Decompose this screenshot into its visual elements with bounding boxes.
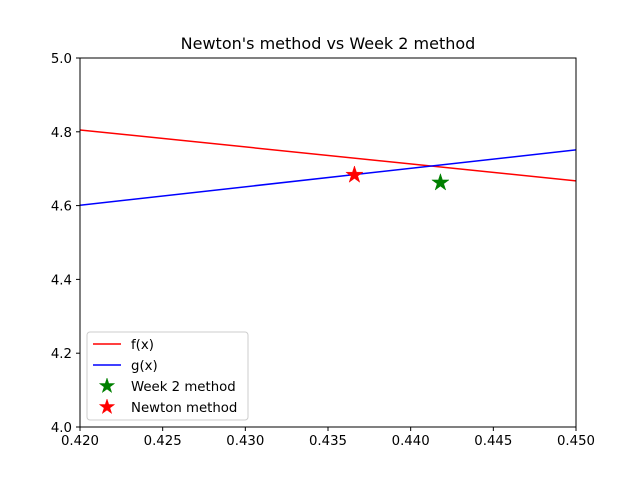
series-marker-2-0 [431,172,450,191]
data-group [80,129,576,206]
legend-star-swatch [98,398,116,415]
series-marker-3-0 [345,165,364,183]
y-tick-label: 4.4 [51,273,72,288]
legend-star-swatch [98,377,116,394]
series-line-0 [80,129,576,182]
x-tick-label: 0.420 [61,434,99,449]
y-tick-label: 4.0 [51,421,72,436]
x-tick-label: 0.440 [392,434,430,449]
series-line-1 [80,149,576,206]
legend-label: f(x) [131,338,154,353]
y-tick-label: 4.2 [51,347,72,362]
legend-box [86,331,249,421]
y-tick-label: 4.6 [51,200,72,215]
plot-area [80,129,576,206]
chart-title: Newton's method vs Week 2 method [181,34,476,53]
legend-label: Newton method [131,401,237,416]
x-tick-label: 0.430 [226,434,264,449]
y-tick-label: 5.0 [51,52,72,67]
axes: 0.420 0.425 0.430 0.435 0.440 0.445 0.450 4.0 4.… [51,52,595,449]
x-tick-label: 0.435 [309,434,347,449]
legend-label: g(x) [131,359,158,374]
legend: f(x) g(x) Week 2 method Newton method [86,331,249,421]
y-tick-label: 4.8 [51,126,72,141]
x-tick-label: 0.425 [144,434,182,449]
legend-label: Week 2 method [131,380,236,395]
x-tick-label: 0.450 [557,434,595,449]
x-tick-label: 0.445 [474,434,512,449]
